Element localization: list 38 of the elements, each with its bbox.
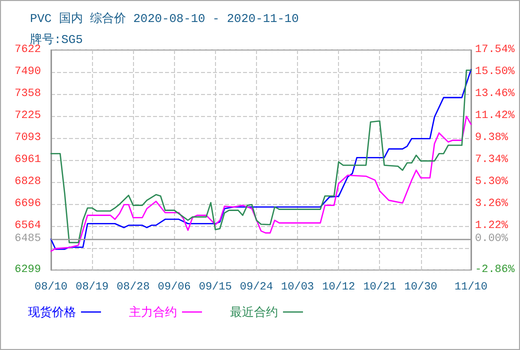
x-tick-label: 08/28 bbox=[116, 282, 150, 294]
y2-tick-label: 13.46% bbox=[475, 88, 516, 100]
y2-tick-label: -2.86% bbox=[475, 264, 516, 276]
x-tick-label: 10/30 bbox=[404, 282, 438, 294]
y2-tick-label: 15.50% bbox=[475, 66, 516, 78]
x-tick-label: 10/21 bbox=[363, 282, 397, 294]
x-tick-label: 09/24 bbox=[240, 282, 274, 294]
y2-tick-label: 1.22% bbox=[475, 220, 508, 232]
chart-title: PVC 国内 综合价 2020-08-10 - 2020-11-10 bbox=[30, 11, 299, 26]
x-tick-label: 08/10 bbox=[34, 282, 68, 294]
y-tick-label: 6828 bbox=[14, 176, 41, 188]
x-tick-label: 10/03 bbox=[281, 282, 314, 294]
x-tick-label: 09/06 bbox=[158, 282, 191, 294]
x-tick-label: 09/15 bbox=[198, 282, 232, 294]
legend-label: 现货价格 bbox=[28, 305, 76, 319]
y-tick-label: 6564 bbox=[14, 220, 42, 232]
y-tick-label: 7358 bbox=[14, 88, 41, 100]
legend-label: 主力合约 bbox=[129, 305, 177, 319]
line-series bbox=[50, 116, 472, 252]
x-tick-label: 11/10 bbox=[454, 282, 488, 294]
y2-tick-label: 17.54% bbox=[475, 44, 516, 56]
y2-tick-label: 3.26% bbox=[475, 198, 508, 210]
y-tick-label: 7093 bbox=[14, 132, 41, 144]
x-tick-label: 10/12 bbox=[322, 282, 356, 294]
y2-tick-label: 7.34% bbox=[475, 154, 508, 166]
y2-tick-label: 5.30% bbox=[475, 176, 508, 188]
y-tick-label: 7622 bbox=[14, 44, 41, 56]
y-tick-label: 6961 bbox=[14, 154, 42, 166]
y-tick-label: 6696 bbox=[14, 198, 41, 210]
y-tick-label: 7225 bbox=[14, 110, 41, 122]
y-tick-label: 6485 bbox=[14, 233, 41, 246]
y2-tick-label: 9.38% bbox=[475, 132, 508, 144]
legend-label: 最近合约 bbox=[230, 305, 278, 319]
y-tick-label: 6299 bbox=[14, 264, 41, 276]
y-tick-label: 7490 bbox=[14, 66, 41, 78]
y2-tick-label: 11.42% bbox=[475, 110, 516, 122]
x-tick-label: 08/19 bbox=[76, 282, 109, 294]
y2-tick-label: 0.00% bbox=[475, 233, 508, 246]
